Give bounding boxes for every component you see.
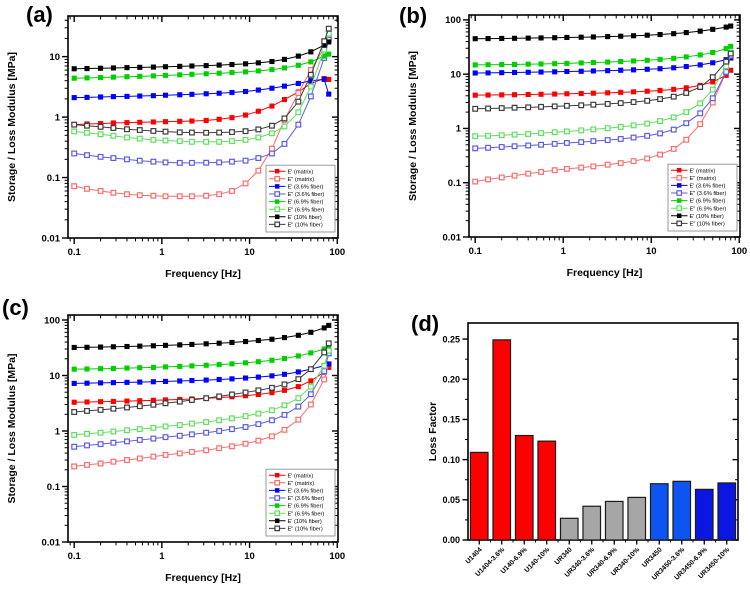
svg-text:Frequency [Hz]: Frequency [Hz] xyxy=(165,572,241,584)
svg-text:0.05: 0.05 xyxy=(442,495,460,505)
svg-text:0.1: 0.1 xyxy=(448,178,462,189)
svg-text:100: 100 xyxy=(731,246,747,257)
svg-text:E' (3.6% fiber): E' (3.6% fiber) xyxy=(288,185,324,191)
svg-text:E" (matrix): E" (matrix) xyxy=(690,176,717,182)
svg-text:10: 10 xyxy=(244,551,255,562)
svg-text:10: 10 xyxy=(244,247,255,258)
svg-text:0.20: 0.20 xyxy=(442,374,460,384)
panel-d-chart: 0.00 0.05 0.10 0.15 0.20 0.25 Loss Factor U1404… xyxy=(427,322,739,582)
svg-text:UR3450: UR3450 xyxy=(641,546,664,569)
svg-text:E" (3.6% fiber): E" (3.6% fiber) xyxy=(690,191,727,197)
svg-text:10: 10 xyxy=(450,69,461,80)
panel-c: (c) 0.1 1 10 100 0.01 0.1 1 10 100 Frequency [Hz]… xyxy=(0,295,375,589)
panel-c-letter: (c) xyxy=(2,295,29,320)
svg-text:0.1: 0.1 xyxy=(47,173,61,184)
svg-text:E" (10% fiber): E" (10% fiber) xyxy=(690,222,725,228)
axes: 0.1 1 10 100 0.01 0.1 1 10 100 Frequency [Hz] Stor… xyxy=(6,314,345,584)
svg-text:Frequency [Hz]: Frequency [Hz] xyxy=(165,268,241,280)
series xyxy=(71,25,332,200)
legend: E' (matrix)E" (matrix)E' (3.6% fiber)E" … xyxy=(265,468,336,537)
svg-text:0.1: 0.1 xyxy=(47,482,61,493)
svg-text:E" (6.9% fiber): E" (6.9% fiber) xyxy=(690,206,727,212)
svg-text:E" (6.9% fiber): E" (6.9% fiber) xyxy=(288,207,325,213)
svg-text:1: 1 xyxy=(55,426,61,437)
legend: E' (matrix)E" (matrix)E' (3.6% fiber)E" … xyxy=(265,164,336,233)
panel-a-letter: (a) xyxy=(26,2,53,27)
panel-b: (b) 0.1 1 10 100 0.01 0.1 1 10 100 Frequency [Hz]… xyxy=(375,0,750,295)
svg-text:0.01: 0.01 xyxy=(42,537,61,548)
svg-text:E' (6.9% fiber): E' (6.9% fiber) xyxy=(288,200,324,206)
svg-text:0.1: 0.1 xyxy=(68,551,82,562)
svg-text:10: 10 xyxy=(49,371,60,382)
svg-text:E" (matrix): E" (matrix) xyxy=(288,177,315,183)
series xyxy=(472,23,734,185)
svg-text:Loss Factor: Loss Factor xyxy=(427,402,439,462)
svg-text:E' (10% fiber): E' (10% fiber) xyxy=(288,519,322,525)
svg-text:E' (6.9% fiber): E' (6.9% fiber) xyxy=(690,199,726,205)
panel-d-letter: (d) xyxy=(411,311,440,336)
svg-text:E" (matrix): E" (matrix) xyxy=(288,481,315,487)
panel-c-chart: 0.1 1 10 100 0.01 0.1 1 10 100 Frequency [Hz] Stor… xyxy=(6,314,345,584)
svg-text:Storage / Loss Modulus [MPa]: Storage / Loss Modulus [MPa] xyxy=(6,354,18,504)
svg-text:U1404: U1404 xyxy=(465,546,484,565)
svg-text:100: 100 xyxy=(329,551,345,562)
svg-text:1: 1 xyxy=(55,112,61,123)
svg-text:E" (6.9% fiber): E" (6.9% fiber) xyxy=(288,511,325,517)
svg-text:E' (3.6% fiber): E' (3.6% fiber) xyxy=(288,489,324,495)
svg-text:E' (matrix): E' (matrix) xyxy=(690,168,716,174)
svg-text:0.10: 0.10 xyxy=(442,455,460,465)
svg-text:E' (10% fiber): E' (10% fiber) xyxy=(288,215,322,221)
svg-text:100: 100 xyxy=(44,315,60,326)
svg-text:Storage / Loss Modulus [MPa]: Storage / Loss Modulus [MPa] xyxy=(407,51,419,201)
svg-text:10: 10 xyxy=(49,52,60,63)
svg-text:1: 1 xyxy=(159,551,165,562)
legend: E' (matrix)E" (matrix)E' (3.6% fiber)E" … xyxy=(667,163,738,232)
svg-text:10: 10 xyxy=(646,246,657,257)
svg-text:100: 100 xyxy=(445,15,461,26)
svg-text:E' (6.9% fiber): E' (6.9% fiber) xyxy=(288,504,324,510)
svg-text:E' (matrix): E' (matrix) xyxy=(288,169,314,175)
svg-text:Frequency [Hz]: Frequency [Hz] xyxy=(567,267,643,279)
svg-text:UR340: UR340 xyxy=(554,546,574,566)
svg-text:0.25: 0.25 xyxy=(442,334,460,344)
svg-text:E" (3.6% fiber): E" (3.6% fiber) xyxy=(288,496,325,502)
panel-b-letter: (b) xyxy=(399,3,428,28)
panel-b-chart: 0.1 1 10 100 0.01 0.1 1 10 100 Frequency [Hz] Stor… xyxy=(407,14,747,279)
svg-text:100: 100 xyxy=(329,247,345,258)
svg-text:E" (10% fiber): E" (10% fiber) xyxy=(288,527,323,533)
panel-d: (d) 0.00 0.05 0.10 0.15 0.20 0.25 Loss Factor U… xyxy=(375,295,750,589)
svg-text:0.01: 0.01 xyxy=(443,232,462,243)
svg-text:0.1: 0.1 xyxy=(68,247,82,258)
svg-text:0.15: 0.15 xyxy=(442,415,460,425)
axes: 0.1 1 10 100 0.01 0.1 1 10 100 Frequency [Hz] Stor… xyxy=(407,14,747,279)
svg-text:E" (3.6% fiber): E" (3.6% fiber) xyxy=(288,192,325,198)
svg-text:Storage / Loss Modulus [MPa]: Storage / Loss Modulus [MPa] xyxy=(6,52,18,202)
svg-text:0.01: 0.01 xyxy=(42,233,61,244)
svg-text:E' (3.6% fiber): E' (3.6% fiber) xyxy=(690,184,726,190)
series xyxy=(71,322,332,470)
svg-text:E' (10% fiber): E' (10% fiber) xyxy=(690,214,724,220)
svg-text:1: 1 xyxy=(159,247,165,258)
svg-text:0.1: 0.1 xyxy=(469,246,483,257)
panel-a: (a) 0.1 1 10 100 0.01 0.1 1 10 Frequency [Hz] Sto… xyxy=(0,0,375,295)
svg-text:1: 1 xyxy=(456,124,462,135)
svg-text:E" (10% fiber): E" (10% fiber) xyxy=(288,223,323,229)
svg-text:E' (matrix): E' (matrix) xyxy=(288,473,314,479)
svg-text:0.00: 0.00 xyxy=(442,535,460,545)
svg-text:1: 1 xyxy=(561,246,567,257)
